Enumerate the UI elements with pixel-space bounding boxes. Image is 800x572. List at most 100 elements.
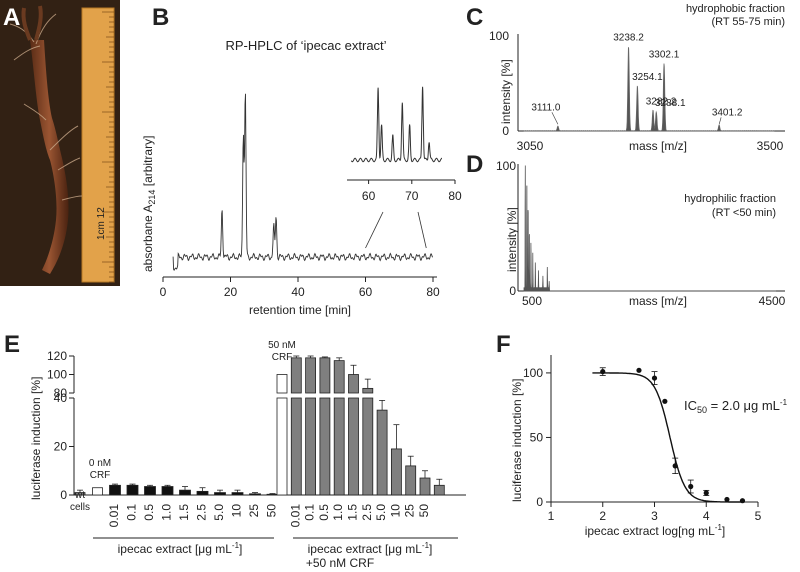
e-bar-upper — [276, 374, 288, 394]
e-bar-upper — [362, 387, 374, 394]
d-y-label: intensity [%] — [505, 207, 519, 272]
panel-label-d: D — [466, 151, 483, 178]
e-bar — [333, 397, 345, 496]
c-peak-label: 3288.1 — [655, 98, 686, 109]
e-group1-label: ipecac extract [μg mL-1] — [118, 541, 243, 556]
e-y-tick-label: 40 — [54, 391, 68, 405]
e-bar — [276, 397, 288, 496]
hplc-title: RP-HPLC of ‘ipecac extract’ — [225, 38, 386, 53]
f-y-tick-label: 100 — [523, 366, 543, 380]
c-spectrum — [523, 47, 775, 132]
e-x-tick-label: 25 — [247, 504, 261, 518]
c-peak-label: 3401.2 — [712, 107, 743, 118]
e-bar — [305, 397, 317, 496]
e-bar-upper — [305, 357, 317, 394]
c-xtick-start: 3050 — [517, 139, 544, 153]
c-peak-label: 3238.2 — [613, 32, 644, 43]
d-subtitle: (RT <50 min) — [712, 207, 776, 219]
e-bar-upper — [348, 374, 359, 394]
d-x-label: mass [m/z] — [629, 294, 687, 308]
c-peak-leader — [551, 112, 559, 125]
f-data-point — [636, 367, 642, 373]
hplc-x-tick-label: 80 — [426, 285, 440, 299]
e-group2-sublabel: +50 nM CRF — [306, 556, 374, 570]
e-x-tick-label: 5.0 — [212, 504, 226, 521]
e-y-tick-label: 100 — [47, 368, 67, 382]
e-bar — [126, 484, 139, 496]
f-fit-curve — [592, 372, 745, 503]
hplc-chart: 0 20 40 60 80 retention time [min] absorbane… — [141, 86, 462, 317]
e-y-label: luciferase induction [%] — [29, 377, 43, 500]
e-bar — [231, 492, 244, 496]
e-y-tick-label: 0 — [60, 488, 67, 502]
e-y-tick-label: 20 — [54, 440, 68, 454]
f-ic50-label: IC50 = 2.0 μg mL-1 — [684, 398, 788, 415]
e-x-tick-label: 0.01 — [288, 504, 302, 528]
e-bar — [196, 490, 209, 496]
e-x-tick-label: 1.5 — [177, 504, 191, 521]
f-data-point — [662, 398, 668, 404]
zoom-line-right — [417, 211, 427, 249]
e-bar — [290, 397, 302, 496]
e-x-tick-label: 0.1 — [303, 504, 317, 521]
inset-x-tick-label: 70 — [405, 189, 419, 203]
c-xtick-end: 3500 — [757, 139, 784, 153]
e-wt-label-1: wt — [74, 490, 85, 501]
e-x-tick-label: 1.5 — [346, 504, 360, 521]
e-x-tick-label: 0.5 — [142, 504, 156, 521]
f-x-label: ipecac extract log[ng mL-1] — [585, 523, 726, 538]
e-bar — [376, 409, 388, 496]
e-bar — [266, 493, 279, 496]
e-group2-label: ipecac extract [μg mL-1] — [308, 541, 433, 556]
e-bar-upper — [319, 357, 331, 394]
hplc-x-tick-label: 40 — [291, 285, 305, 299]
c-ytick-0: 0 — [502, 124, 509, 138]
e-x-tick-label: 1.0 — [160, 504, 174, 521]
e-x-tick-label: 1.0 — [331, 504, 345, 521]
zoom-line-left — [365, 211, 384, 249]
panel-label-e: E — [4, 331, 20, 358]
e-crf50-label-1: 50 nM — [268, 340, 296, 351]
f-x-tick-label: 5 — [755, 509, 762, 523]
ms-hydrophilic-chart: 100 0 500 4500 mass [m/z] intensity [%] … — [496, 159, 786, 308]
e-bar-upper — [290, 357, 302, 394]
f-data-point — [724, 496, 730, 503]
panel-label-a: A — [3, 4, 20, 31]
f-y-tick-label: 50 — [530, 430, 544, 444]
e-bar — [249, 493, 261, 496]
hplc-y-label: absorbane A214 [arbitrary] — [141, 136, 157, 272]
e-x-tick-label: 2.5 — [360, 504, 374, 521]
e-crf0-label-2: CRF — [90, 470, 111, 481]
f-y-label: luciferase induction [%] — [510, 379, 524, 502]
e-x-tick-label: 0.01 — [107, 504, 121, 528]
f-data-point — [739, 498, 746, 504]
c-x-label: mass [m/z] — [629, 139, 687, 153]
f-data-point — [703, 490, 709, 496]
panel-label-c: C — [466, 4, 483, 31]
e-x-tick-label: 10 — [388, 504, 402, 518]
d-spectrum — [523, 165, 776, 292]
e-crf0-label-1: 0 nM — [89, 458, 111, 469]
e-bar — [319, 397, 331, 496]
e-x-tick-label: 2.5 — [195, 504, 209, 521]
f-data-point — [672, 463, 678, 469]
hplc-trace — [172, 93, 434, 272]
d-ytick-100: 100 — [496, 159, 516, 173]
e-bar — [348, 397, 359, 496]
d-xtick-end: 4500 — [759, 294, 786, 308]
c-peak-leader — [718, 117, 722, 125]
d-ytick-0: 0 — [509, 284, 516, 298]
c-subtitle: (RT 55-75 min) — [711, 16, 785, 28]
c-ytick-100: 100 — [489, 29, 509, 43]
e-bar — [405, 465, 417, 496]
e-x-tick-label: 0.5 — [317, 504, 331, 521]
f-data-point — [688, 483, 694, 490]
hplc-x-label: retention time [min] — [249, 303, 351, 317]
f-x-tick-label: 4 — [703, 509, 710, 523]
e-x-tick-label: 50 — [417, 504, 431, 518]
e-bar-upper — [333, 360, 345, 394]
e-x-tick-label: 0.1 — [125, 504, 139, 521]
